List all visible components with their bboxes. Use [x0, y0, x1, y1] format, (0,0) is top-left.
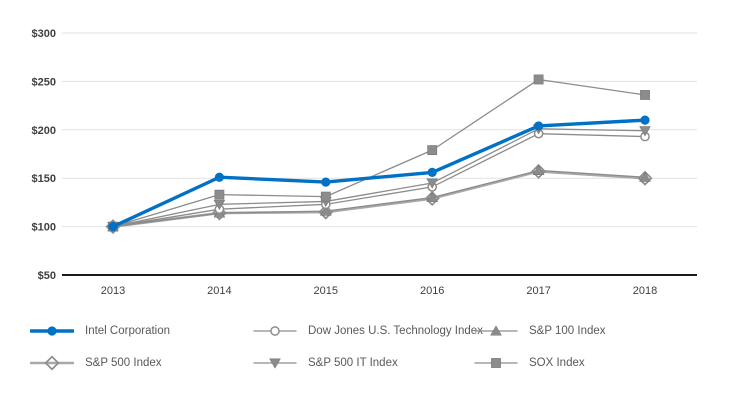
svg-text:$150: $150	[32, 173, 56, 185]
svg-text:2017: 2017	[526, 285, 550, 297]
legend-label-sp-500-it: S&P 500 IT Index	[308, 357, 398, 369]
svg-text:$250: $250	[32, 76, 56, 88]
legend-label-sp-100: S&P 100 Index	[529, 325, 606, 337]
legend-label-sox: SOX Index	[529, 357, 585, 369]
filled-circle-marker-icon	[30, 326, 74, 336]
svg-text:$200: $200	[32, 125, 56, 137]
svg-text:$50: $50	[38, 270, 56, 282]
filled-square-marker-icon	[474, 358, 518, 368]
legend-item-sox: SOX Index	[474, 355, 585, 371]
svg-text:2014: 2014	[207, 285, 231, 297]
legend-item-dow-jones-us-technology: Dow Jones U.S. Technology Index	[253, 323, 483, 339]
legend-item-sp-500: S&P 500 Index	[30, 355, 162, 371]
svg-text:2013: 2013	[101, 285, 125, 297]
legend-item-sp-100: S&P 100 Index	[474, 323, 606, 339]
svg-text:2016: 2016	[420, 285, 444, 297]
open-diamond-marker-icon	[30, 355, 74, 371]
legend-item-intel-corporation: Intel Corporation	[30, 323, 170, 339]
filled-triangle-down-marker-icon	[253, 358, 297, 369]
svg-text:$100: $100	[32, 222, 56, 234]
open-circle-marker-icon	[253, 326, 297, 336]
filled-triangle-up-marker-icon	[474, 325, 518, 336]
legend-label-dow-jones-us-technology: Dow Jones U.S. Technology Index	[308, 325, 483, 337]
legend-item-sp-500-it: S&P 500 IT Index	[253, 355, 398, 371]
svg-text:2015: 2015	[314, 285, 338, 297]
legend-label-intel-corporation: Intel Corporation	[85, 325, 171, 337]
svg-text:$300: $300	[32, 28, 56, 40]
legend-label-sp-500: S&P 500 Index	[85, 357, 162, 369]
performance-line-chart: $300 $250 $200 $150 $100 $50 2013 2014 2015 2016 2…	[32, 28, 697, 297]
svg-text:2018: 2018	[633, 285, 657, 297]
